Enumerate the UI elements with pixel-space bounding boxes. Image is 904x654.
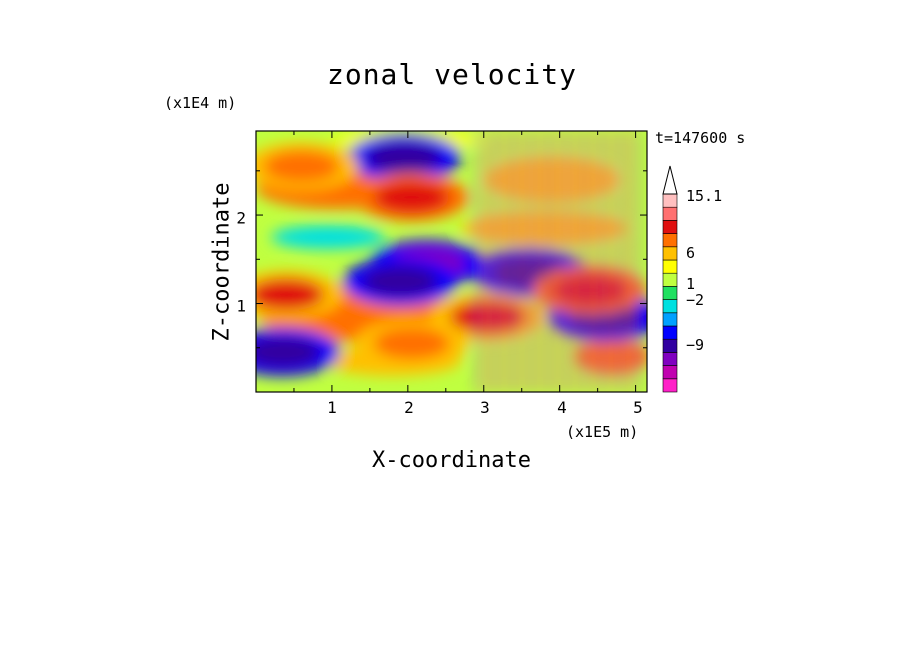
field-stripe — [529, 131, 533, 392]
field-stripe — [493, 131, 497, 392]
field-stripe — [547, 131, 551, 392]
x-tick-label: 3 — [480, 398, 490, 417]
colorbar-swatch — [662, 272, 678, 287]
field-stripe — [517, 131, 521, 392]
field-stripe — [576, 131, 580, 392]
field-stripe — [523, 131, 527, 392]
x-tick-label: 1 — [327, 398, 337, 417]
x-tick-label: 2 — [404, 398, 414, 417]
field-stripe — [511, 131, 515, 392]
colorbar-swatch — [662, 352, 678, 366]
field-stripe — [630, 131, 634, 392]
colorbar-swatch — [662, 286, 678, 300]
colorbar-label: −9 — [686, 336, 705, 354]
x-axis-unit: (x1E5 m) — [566, 423, 639, 441]
time-label: t=147600 s — [655, 129, 746, 147]
colorbar-swatch — [662, 220, 678, 234]
colorbar-swatch — [662, 193, 678, 208]
colorbar-swatch — [662, 259, 678, 274]
x-axis-label: X-coordinate — [372, 448, 531, 473]
field-stripe — [541, 131, 545, 392]
colorbar-extend-arrow — [662, 165, 678, 195]
colorbar — [662, 165, 678, 393]
y-axis-unit: (x1E4 m) — [164, 94, 237, 112]
colorbar-swatch — [662, 365, 678, 380]
x-tick-label: 4 — [557, 398, 567, 417]
field-stripe — [535, 131, 539, 392]
field-stripe — [588, 131, 592, 392]
field-stripe — [499, 131, 503, 392]
field-stripe — [476, 131, 480, 392]
colorbar-swatch — [662, 206, 678, 221]
feature-core — [362, 265, 439, 298]
field-stripe — [482, 131, 486, 392]
field-stripe — [488, 131, 492, 392]
colorbar-swatch — [662, 338, 678, 353]
field-stripe — [636, 131, 640, 392]
feature-core — [366, 141, 443, 174]
feature-core — [256, 336, 321, 369]
chart-title: zonal velocity — [326, 58, 577, 91]
y-tick-label: 1 — [236, 296, 246, 316]
x-tick-label: 5 — [633, 398, 643, 417]
field-stripe — [618, 131, 622, 392]
feature-core — [256, 278, 325, 311]
colorbar-swatch — [662, 299, 678, 314]
colorbar-label: 1 — [686, 275, 696, 293]
colorbar-swatch — [662, 378, 678, 393]
x-axis-ticks — [293, 131, 637, 392]
field-band — [574, 338, 647, 375]
field-stripe — [624, 131, 628, 392]
colorbar-label: −2 — [686, 291, 705, 309]
field-stripe — [594, 131, 598, 392]
colorbar-label: 6 — [686, 244, 696, 262]
y-tick-label: 2 — [236, 208, 246, 228]
colorbar-swatch — [662, 246, 678, 261]
field-band — [483, 156, 621, 204]
colorbar-swatch — [662, 233, 678, 248]
field-stripe — [600, 131, 604, 392]
field-stripe — [553, 131, 557, 392]
feature-core — [263, 150, 340, 183]
field-stripe — [612, 131, 616, 392]
y-axis-ticks — [256, 170, 647, 349]
field-stripe — [505, 131, 509, 392]
feature-core — [373, 181, 450, 214]
colorbar-swatch — [662, 325, 678, 340]
field-stripe — [582, 131, 586, 392]
colorbar-label: 15.1 — [686, 187, 723, 205]
velocity-field — [256, 131, 647, 392]
field-stripe — [559, 131, 563, 392]
field-stripe — [565, 131, 569, 392]
colorbar-swatch — [662, 312, 678, 327]
y-axis-label: Z-coordinate — [209, 182, 235, 342]
feature-core — [373, 327, 450, 360]
plot-frame — [255, 130, 648, 393]
field-stripe — [606, 131, 610, 392]
field-band — [271, 225, 386, 249]
field-stripe — [570, 131, 574, 392]
